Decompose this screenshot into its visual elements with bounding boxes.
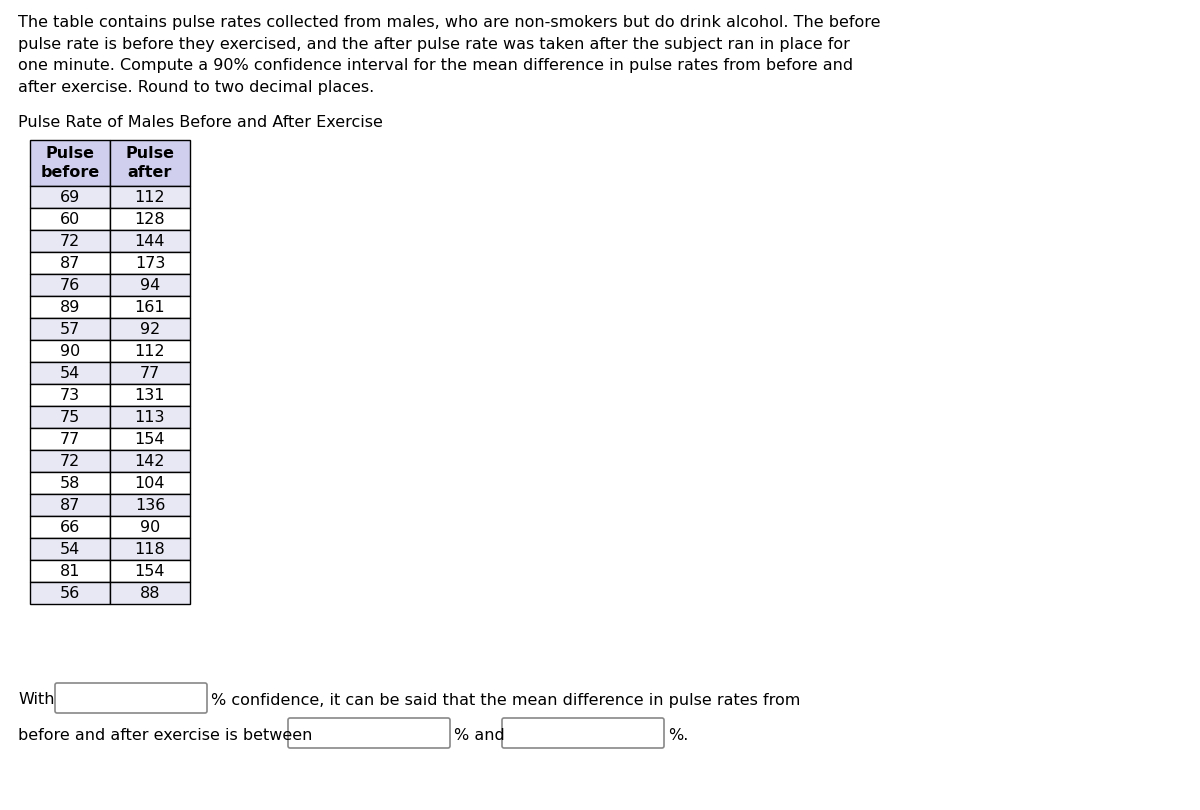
Bar — [30, 582, 110, 604]
Bar — [110, 428, 190, 450]
Text: 60: 60 — [60, 211, 80, 227]
Bar — [30, 362, 110, 384]
Text: 173: 173 — [134, 255, 166, 271]
Text: 113: 113 — [134, 410, 166, 424]
Text: 112: 112 — [134, 190, 166, 204]
Text: 76: 76 — [60, 278, 80, 292]
Bar — [110, 274, 190, 296]
Text: 73: 73 — [60, 387, 80, 403]
Bar — [110, 450, 190, 472]
Text: 72: 72 — [60, 454, 80, 468]
Bar — [110, 516, 190, 538]
Text: 90: 90 — [140, 519, 160, 535]
FancyBboxPatch shape — [55, 683, 208, 713]
Text: 54: 54 — [60, 542, 80, 556]
Text: 69: 69 — [60, 190, 80, 204]
Bar — [30, 384, 110, 406]
Bar — [110, 494, 190, 516]
Bar — [110, 582, 190, 604]
Bar — [110, 560, 190, 582]
Bar — [110, 538, 190, 560]
Bar — [30, 318, 110, 340]
Bar — [30, 428, 110, 450]
Bar — [30, 208, 110, 230]
Text: %.: %. — [668, 727, 689, 743]
Text: % and: % and — [454, 727, 505, 743]
Text: 58: 58 — [60, 475, 80, 491]
Text: 57: 57 — [60, 322, 80, 336]
Text: 131: 131 — [134, 387, 166, 403]
Bar — [110, 384, 190, 406]
Text: 87: 87 — [60, 255, 80, 271]
Bar — [30, 274, 110, 296]
Text: 81: 81 — [60, 564, 80, 578]
Text: 77: 77 — [140, 365, 160, 381]
Bar — [30, 252, 110, 274]
Bar — [110, 406, 190, 428]
Text: % confidence, it can be said that the mean difference in pulse rates from: % confidence, it can be said that the me… — [211, 693, 800, 707]
Bar — [110, 340, 190, 362]
Text: 118: 118 — [134, 542, 166, 556]
Bar — [110, 186, 190, 208]
Bar — [110, 296, 190, 318]
Bar — [30, 538, 110, 560]
Text: 128: 128 — [134, 211, 166, 227]
FancyBboxPatch shape — [502, 718, 664, 748]
Text: 88: 88 — [139, 586, 161, 600]
Text: 142: 142 — [134, 454, 166, 468]
Bar — [110, 230, 190, 252]
Bar — [110, 140, 190, 186]
Bar — [110, 208, 190, 230]
Text: before and after exercise is between: before and after exercise is between — [18, 727, 312, 743]
Text: 90: 90 — [60, 343, 80, 359]
Bar — [110, 318, 190, 340]
Text: 75: 75 — [60, 410, 80, 424]
Text: 92: 92 — [140, 322, 160, 336]
Text: 89: 89 — [60, 300, 80, 314]
Bar — [30, 340, 110, 362]
Text: 87: 87 — [60, 497, 80, 513]
Bar — [30, 516, 110, 538]
Text: 112: 112 — [134, 343, 166, 359]
Bar — [110, 362, 190, 384]
Bar — [30, 140, 110, 186]
Bar — [30, 230, 110, 252]
Bar — [110, 252, 190, 274]
Text: 94: 94 — [140, 278, 160, 292]
Text: 77: 77 — [60, 432, 80, 446]
Text: Pulse
before: Pulse before — [41, 146, 100, 180]
Text: Pulse Rate of Males Before and After Exercise: Pulse Rate of Males Before and After Exe… — [18, 115, 383, 130]
Text: 72: 72 — [60, 233, 80, 249]
Text: Pulse
after: Pulse after — [126, 146, 174, 180]
Bar — [110, 472, 190, 494]
Bar — [30, 406, 110, 428]
Text: 56: 56 — [60, 586, 80, 600]
Text: The table contains pulse rates collected from males, who are non-smokers but do : The table contains pulse rates collected… — [18, 15, 881, 95]
Bar — [30, 450, 110, 472]
Bar — [30, 494, 110, 516]
Bar — [30, 560, 110, 582]
Bar — [30, 186, 110, 208]
Text: 161: 161 — [134, 300, 166, 314]
Text: 104: 104 — [134, 475, 166, 491]
Bar — [30, 472, 110, 494]
Text: 66: 66 — [60, 519, 80, 535]
Text: 136: 136 — [134, 497, 166, 513]
Text: 154: 154 — [134, 564, 166, 578]
Text: 154: 154 — [134, 432, 166, 446]
Text: 144: 144 — [134, 233, 166, 249]
Text: With: With — [18, 693, 54, 707]
Text: 54: 54 — [60, 365, 80, 381]
FancyBboxPatch shape — [288, 718, 450, 748]
Bar — [30, 296, 110, 318]
